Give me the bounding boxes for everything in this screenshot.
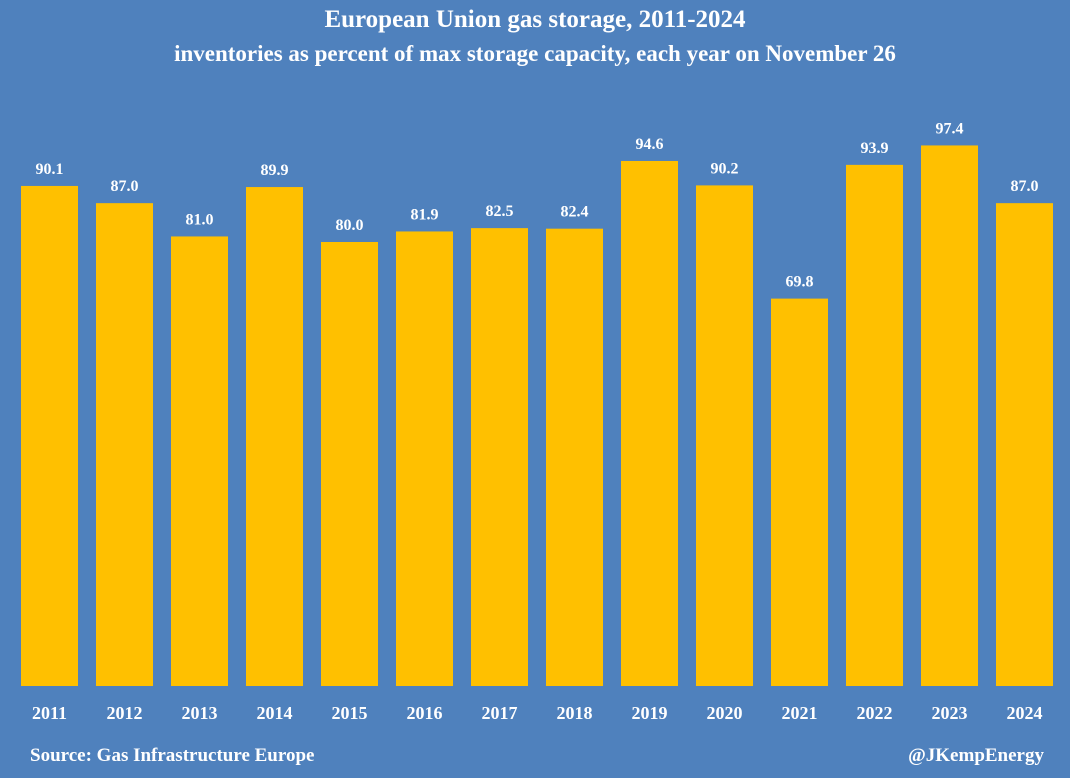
x-tick-label-2017: 2017 xyxy=(482,703,518,723)
bar-2023 xyxy=(921,145,978,686)
bar-2017 xyxy=(471,228,528,686)
x-axis-tick-labels: 2011 2012 2013 2014 2015 2016 2017 2018 2019 2020… xyxy=(32,703,1043,723)
x-tick-label-2024: 2024 xyxy=(1007,703,1043,723)
data-label-2015: 80.0 xyxy=(336,217,364,234)
x-tick-label-2013: 2013 xyxy=(182,703,218,723)
x-tick-label-2015: 2015 xyxy=(332,703,368,723)
bar-2013 xyxy=(171,236,228,686)
bar-2012 xyxy=(96,203,153,686)
data-label-2012: 87.0 xyxy=(111,178,139,195)
data-label-2016: 81.9 xyxy=(411,206,439,223)
x-tick-label-2014: 2014 xyxy=(257,703,293,723)
source-note: Source: Gas Infrastructure Europe xyxy=(30,745,315,766)
data-label-2020: 90.2 xyxy=(711,160,739,177)
data-label-2013: 81.0 xyxy=(186,211,214,228)
x-tick-label-2012: 2012 xyxy=(107,703,143,723)
data-label-2022: 93.9 xyxy=(861,140,889,157)
bar-2024 xyxy=(996,203,1053,686)
data-label-2021: 69.8 xyxy=(786,274,814,291)
x-tick-label-2023: 2023 xyxy=(932,703,968,723)
x-tick-label-2016: 2016 xyxy=(407,703,443,723)
x-tick-label-2018: 2018 xyxy=(557,703,593,723)
bar-2015 xyxy=(321,242,378,686)
data-label-2017: 82.5 xyxy=(486,203,514,220)
chart-subtitle: inventories as percent of max storage ca… xyxy=(174,41,896,66)
bar-2016 xyxy=(396,231,453,686)
chart-title: European Union gas storage, 2011-2024 xyxy=(324,6,746,33)
data-label-2018: 82.4 xyxy=(561,204,589,221)
bar-2020 xyxy=(696,185,753,686)
x-tick-label-2022: 2022 xyxy=(857,703,893,723)
data-label-2019: 94.6 xyxy=(636,136,664,153)
bar-2022 xyxy=(846,164,903,687)
bar-2014 xyxy=(246,187,303,686)
x-tick-label-2011: 2011 xyxy=(32,703,67,723)
data-label-2023: 97.4 xyxy=(936,120,964,137)
data-label-2024: 87.0 xyxy=(1011,178,1039,195)
data-label-2011: 90.1 xyxy=(36,161,64,178)
x-tick-label-2019: 2019 xyxy=(632,703,668,723)
bar-chart: 90.1 87.0 81.0 89.9 80.0 81.9 82.5 82.4 94.6 90.2… xyxy=(21,120,1053,723)
bar-2011 xyxy=(21,185,78,686)
x-tick-label-2020: 2020 xyxy=(707,703,743,723)
data-label-2014: 89.9 xyxy=(261,162,289,179)
author-credit: @JKempEnergy xyxy=(908,745,1044,766)
x-tick-label-2021: 2021 xyxy=(782,703,818,723)
bar-2021 xyxy=(771,298,828,686)
bars-layer xyxy=(21,145,1053,687)
bar-2019 xyxy=(621,160,678,687)
bar-2018 xyxy=(546,228,603,686)
value-labels-layer: 90.1 87.0 81.0 89.9 80.0 81.9 82.5 82.4 94.6 90.2… xyxy=(36,120,1039,290)
